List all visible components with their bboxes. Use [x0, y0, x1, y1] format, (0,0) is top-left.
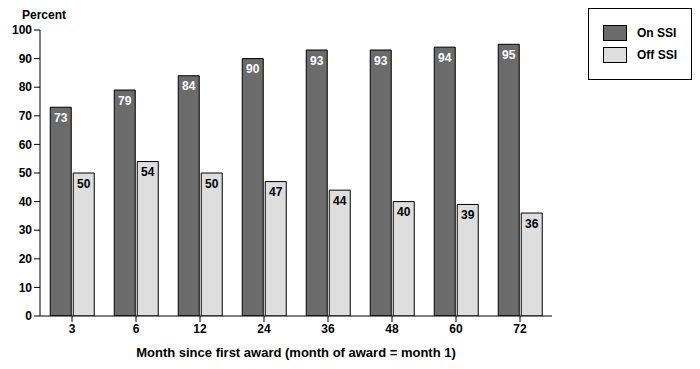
svg-text:72: 72 [513, 322, 527, 336]
html-text:On SSI: On SSI [637, 26, 677, 40]
svg-text:95: 95 [502, 48, 516, 62]
svg-text:93: 93 [310, 54, 324, 68]
svg-text:50: 50 [205, 177, 219, 191]
svg-text:44: 44 [333, 194, 347, 208]
svg-text:90: 90 [19, 52, 33, 66]
svg-text:60: 60 [449, 322, 463, 336]
svg-text:40: 40 [19, 195, 33, 209]
svg-text:93: 93 [374, 54, 388, 68]
svg-text:50: 50 [77, 177, 91, 191]
svg-text:54: 54 [141, 165, 155, 179]
svg-text:36: 36 [321, 322, 335, 336]
svg-text:20: 20 [19, 252, 33, 266]
svg-text:73: 73 [54, 111, 68, 125]
svg-text:Month since first award (month: Month since first award (month of award … [136, 345, 456, 360]
svg-text:6: 6 [133, 322, 140, 336]
svg-text:10: 10 [19, 281, 33, 295]
html-text:Off SSI: Off SSI [637, 48, 677, 62]
svg-text:90: 90 [246, 62, 260, 76]
svg-text:94: 94 [438, 51, 452, 65]
svg-text:70: 70 [19, 109, 33, 123]
svg-text:60: 60 [19, 138, 33, 152]
svg-text:0: 0 [25, 309, 32, 323]
svg-text:47: 47 [269, 185, 283, 199]
svg-text:79: 79 [118, 94, 132, 108]
svg-text:12: 12 [193, 322, 207, 336]
svg-text:36: 36 [525, 217, 539, 231]
html-text:Percent: Percent [22, 8, 66, 22]
svg-text:100: 100 [12, 23, 32, 37]
svg-text:50: 50 [19, 166, 33, 180]
svg-text:48: 48 [385, 322, 399, 336]
svg-text:80: 80 [19, 80, 33, 94]
svg-text:30: 30 [19, 223, 33, 237]
svg-text:40: 40 [397, 205, 411, 219]
svg-text:39: 39 [461, 208, 475, 222]
svg-text:3: 3 [69, 322, 76, 336]
svg-text:24: 24 [257, 322, 271, 336]
svg-text:84: 84 [182, 79, 196, 93]
